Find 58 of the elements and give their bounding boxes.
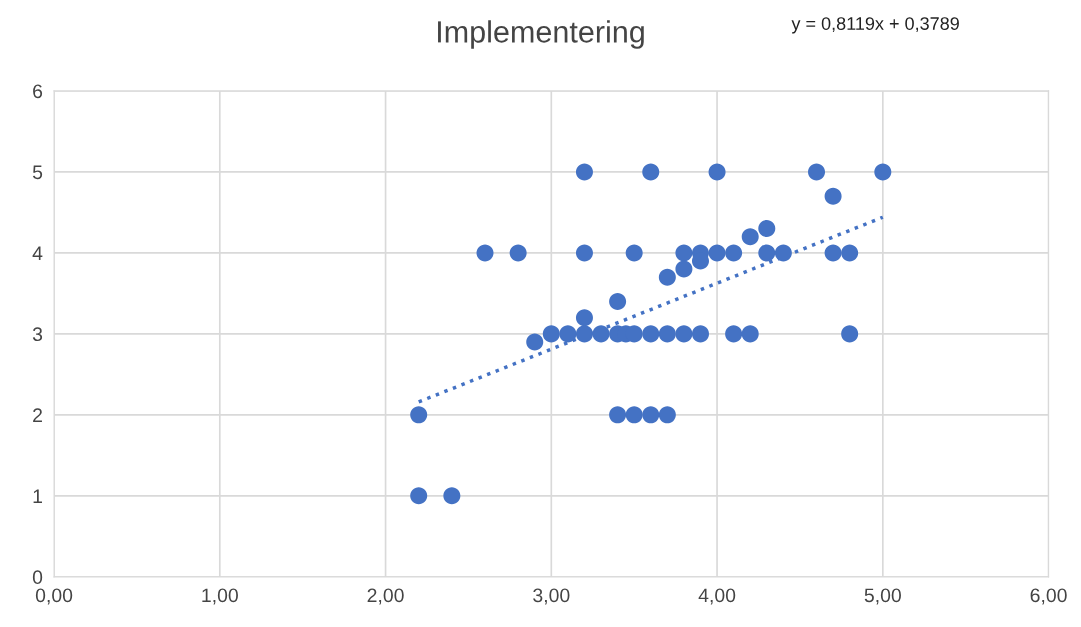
point — [774, 244, 792, 262]
point — [725, 244, 743, 262]
y-tick-label: 6 — [33, 84, 43, 99]
point — [708, 163, 726, 181]
point — [741, 325, 759, 343]
text: y = 0,8119x + 0,3789 — [791, 17, 959, 34]
y-tick-label: 4 — [32, 246, 43, 260]
x-tick-label: 4,00 — [698, 588, 736, 605]
point — [443, 487, 461, 505]
x-tick-label: 5,00 — [864, 588, 901, 605]
point — [841, 325, 859, 343]
point — [675, 260, 693, 278]
point — [575, 325, 593, 343]
point — [642, 325, 660, 343]
point — [708, 244, 726, 262]
point — [725, 325, 743, 343]
point — [658, 325, 676, 343]
point — [675, 244, 693, 262]
point — [658, 406, 676, 424]
point — [526, 333, 544, 351]
point — [625, 406, 643, 424]
point — [476, 244, 494, 262]
x-tick-label: 2,00 — [367, 588, 404, 605]
point — [575, 244, 593, 262]
point — [824, 187, 842, 205]
y-tick-label: 3 — [32, 327, 43, 342]
point — [642, 163, 660, 181]
point — [575, 163, 593, 181]
point — [559, 325, 577, 343]
y-tick-label: 0 — [32, 570, 43, 585]
point — [509, 244, 527, 262]
point — [824, 244, 842, 262]
point — [758, 244, 776, 262]
point — [691, 325, 709, 343]
point — [874, 163, 892, 181]
point — [592, 325, 610, 343]
point — [675, 325, 693, 343]
point — [625, 244, 643, 262]
point — [542, 325, 560, 343]
y-tick-label: 2 — [33, 408, 42, 422]
x-tick-label: 1,00 — [202, 588, 238, 605]
chart-title: Implementering — [438, 20, 644, 49]
point — [808, 163, 826, 181]
point — [642, 406, 660, 424]
point — [575, 309, 593, 327]
point — [841, 244, 859, 262]
point — [658, 268, 676, 286]
point — [410, 487, 428, 505]
point — [609, 292, 627, 310]
point — [758, 220, 776, 238]
y-tick-label: 1 — [33, 489, 42, 503]
x-tick-label: 0,00 — [35, 588, 73, 605]
point — [609, 406, 627, 424]
point — [410, 406, 428, 424]
x-tick-label: 6,00 — [1030, 588, 1067, 605]
x-tick-label: 3,00 — [533, 588, 570, 605]
y-tick-label: 5 — [32, 165, 43, 180]
point — [741, 228, 759, 246]
